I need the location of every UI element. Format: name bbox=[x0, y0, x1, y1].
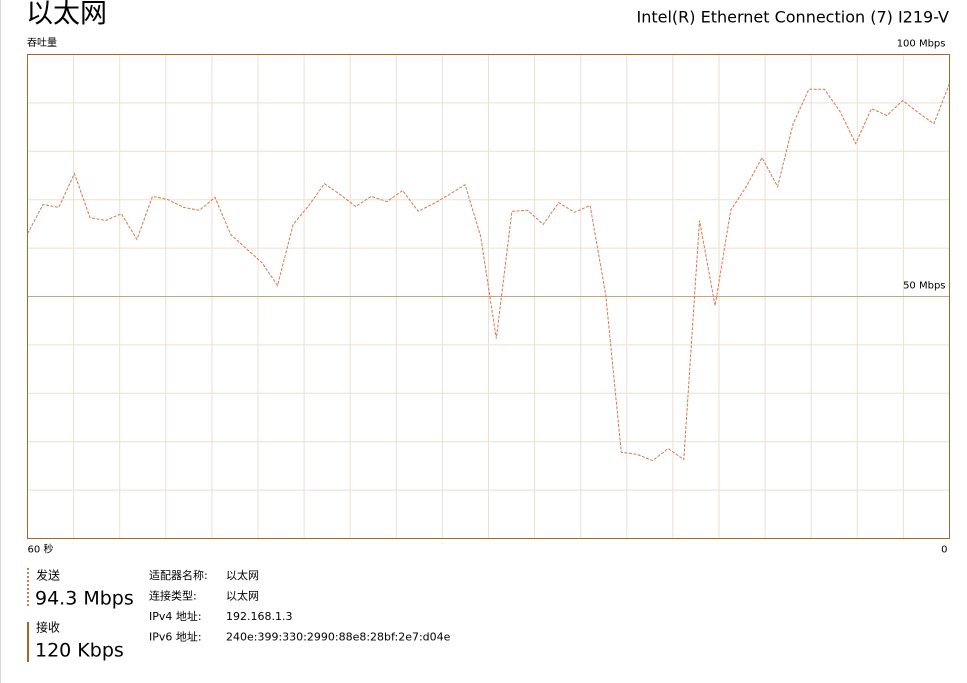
send-label: 发送 bbox=[36, 568, 60, 583]
send-value: 94.3 Mbps bbox=[35, 588, 134, 610]
recv-label: 接收 bbox=[36, 620, 60, 635]
detail-value: 以太网 bbox=[226, 590, 259, 603]
detail-label: IPv6 地址: bbox=[149, 630, 202, 644]
detail-value: 192.168.1.3 bbox=[226, 610, 292, 623]
y-tick-label: 50 Mbps bbox=[903, 281, 945, 292]
plot-border bbox=[27, 54, 950, 539]
detail-label: 适配器名称: bbox=[149, 568, 208, 582]
detail-label: IPv4 地址: bbox=[149, 609, 202, 623]
detail-value: 以太网 bbox=[226, 569, 259, 582]
adapter-name: Intel(R) Ethernet Connection (7) I219-V bbox=[636, 8, 949, 27]
x-tick-label: 0 bbox=[941, 545, 947, 556]
recv-value: 120 Kbps bbox=[35, 640, 124, 662]
x-tick-label: 60 秒 bbox=[28, 543, 54, 556]
detail-value: 240e:399:330:2990:88e8:28bf:2e7:d04e bbox=[226, 631, 451, 644]
detail-label: 连接类型: bbox=[149, 589, 197, 603]
y-tick-label: 100 Mbps bbox=[897, 39, 946, 50]
title: 以太网 bbox=[26, 0, 107, 30]
y-axis-label: 吞吐量 bbox=[27, 37, 57, 49]
throughput-line bbox=[27, 83, 950, 462]
